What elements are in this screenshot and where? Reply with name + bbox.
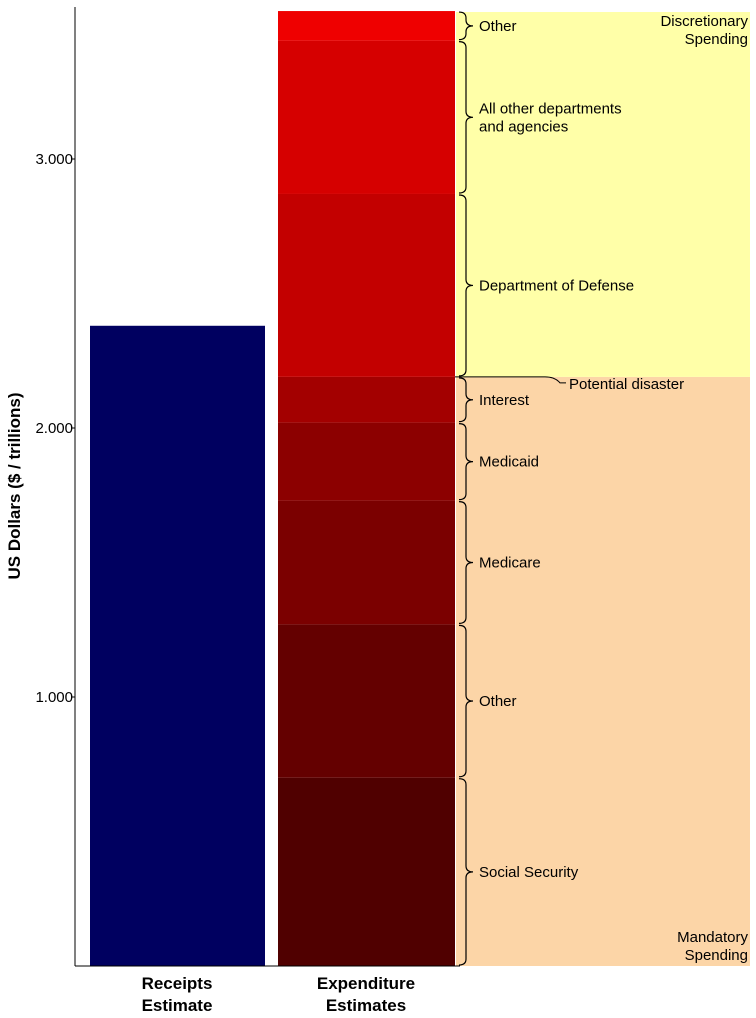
region-discretionary <box>456 12 750 377</box>
region-label-line1: Mandatory <box>677 929 748 946</box>
y-ticks: 1.000 2.000 3.000 <box>35 151 75 706</box>
brace-7 <box>458 11 474 41</box>
brace-0 <box>458 778 474 966</box>
axes: US Dollars ($ / trillions) <box>5 7 460 967</box>
segment-label-6: All other departments and agencies <box>479 100 622 135</box>
segment-label-0: Social Security <box>479 864 579 881</box>
expenditure-segment-3 <box>278 422 455 501</box>
segment-label-1: Other <box>479 693 517 710</box>
expenditure-segment-7 <box>278 11 455 41</box>
annotation-label: Potential disaster <box>569 376 684 393</box>
expenditure-segment-6 <box>278 40 455 194</box>
segment-label-4: Interest <box>479 392 530 409</box>
segment-label-7: Other <box>479 18 517 35</box>
y-tick-label: 2.000 <box>35 420 73 437</box>
category-label-line1: Receipts <box>142 974 213 993</box>
brace-2 <box>458 501 474 624</box>
category-label-line2: Estimates <box>326 996 406 1015</box>
segment-braces: Social Security Other Medicare Medicaid Inte… <box>455 11 684 966</box>
category-label-line2: Estimate <box>142 996 213 1015</box>
segment-label-2: Medicare <box>479 555 541 572</box>
y-tick-label: 3.000 <box>35 151 73 168</box>
expenditure-segment-2 <box>278 500 455 625</box>
receipts-bar <box>90 325 265 966</box>
region-label-line2: Spending <box>685 31 748 48</box>
expenditure-segment-5 <box>278 193 455 377</box>
region-mandatory <box>456 376 750 966</box>
brace-6 <box>458 41 474 194</box>
category-labels: Receipts Estimate Expenditure Estimates <box>142 974 416 1015</box>
bars <box>90 11 455 966</box>
y-tick-label: 1.000 <box>35 689 73 706</box>
expenditure-segment-1 <box>278 624 455 778</box>
segment-label-5: Department of Defense <box>479 277 634 294</box>
segment-label-3: Medicaid <box>479 454 539 471</box>
brace-1 <box>458 624 474 778</box>
expenditure-segment-0 <box>278 777 455 966</box>
brace-3 <box>458 423 474 501</box>
brace-5 <box>458 194 474 377</box>
region-label-line2: Spending <box>685 947 748 964</box>
category-label-line1: Expenditure <box>317 974 415 993</box>
annotation-leader-line <box>455 376 566 384</box>
y-axis-title: US Dollars ($ / trillions) <box>5 392 24 579</box>
region-label-line1: Discretionary <box>660 13 748 30</box>
brace-4 <box>458 377 474 423</box>
expenditure-segment-4 <box>278 376 455 423</box>
